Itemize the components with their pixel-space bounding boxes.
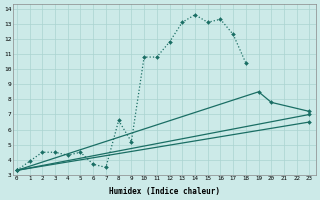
X-axis label: Humidex (Indice chaleur): Humidex (Indice chaleur): [109, 187, 220, 196]
